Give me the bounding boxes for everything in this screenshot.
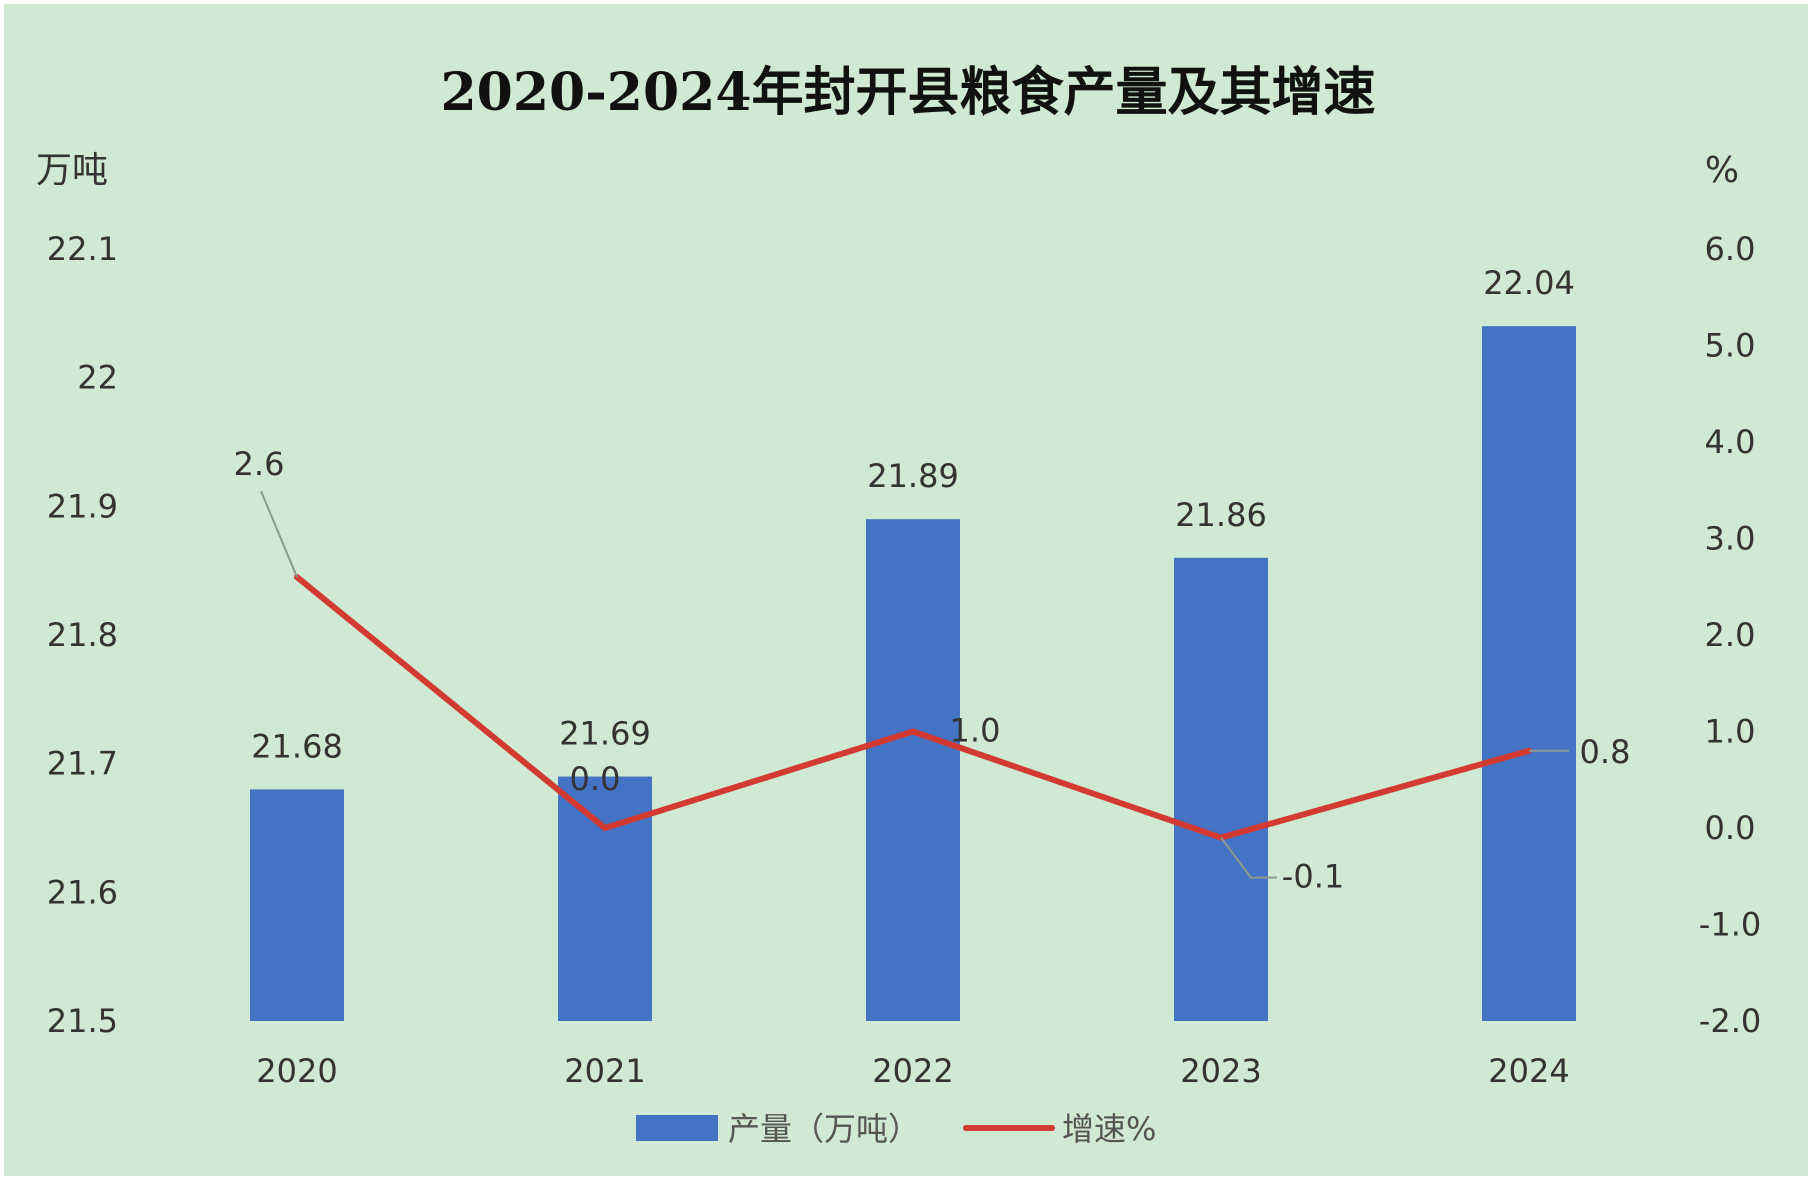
legend-line-label: 增速% bbox=[1062, 1110, 1156, 1148]
line-point bbox=[910, 728, 916, 735]
left-tick-label: 21.9 bbox=[47, 487, 118, 525]
left-tick-label: 21.5 bbox=[47, 1002, 118, 1040]
left-axis-unit: 万吨 bbox=[36, 150, 108, 191]
line-data-labels: 2.6 0.0 1.0 -0.1 0.8 bbox=[234, 445, 1631, 896]
left-tick-label: 22.1 bbox=[47, 230, 118, 268]
x-category-label: 2024 bbox=[1488, 1052, 1569, 1090]
bar-series bbox=[250, 326, 1576, 1021]
x-category-label: 2022 bbox=[872, 1052, 953, 1090]
bar bbox=[1482, 326, 1576, 1021]
data-label-leader-line bbox=[1220, 837, 1277, 879]
left-tick-label: 21.6 bbox=[47, 873, 118, 911]
x-category-label: 2021 bbox=[564, 1052, 645, 1090]
chart-title: 2020-2024年封开县粮食产量及其增速 bbox=[440, 62, 1375, 123]
right-tick-label: 1.0 bbox=[1705, 713, 1756, 751]
right-tick-label: 6.0 bbox=[1705, 230, 1756, 268]
left-tick-label: 22 bbox=[77, 359, 118, 397]
line-data-label: 0.0 bbox=[570, 760, 621, 798]
right-tick-label: -1.0 bbox=[1699, 906, 1761, 944]
right-tick-label: 4.0 bbox=[1705, 423, 1756, 461]
bar bbox=[1174, 557, 1268, 1021]
legend-bar-swatch bbox=[636, 1115, 718, 1141]
line-data-label: 0.8 bbox=[1580, 733, 1631, 771]
bar bbox=[558, 776, 652, 1021]
line-data-label: 2.6 bbox=[234, 445, 285, 483]
bar bbox=[250, 789, 344, 1021]
data-label-leader-line bbox=[260, 490, 298, 578]
x-axis-categories: 2020 2021 2022 2023 2024 bbox=[256, 1052, 1569, 1090]
bar-data-label: 21.68 bbox=[251, 727, 343, 765]
right-axis-unit: % bbox=[1705, 150, 1739, 191]
bar-data-label: 21.69 bbox=[559, 715, 651, 753]
legend-bar-label: 产量（万吨） bbox=[728, 1110, 920, 1148]
right-tick-label: 3.0 bbox=[1705, 520, 1756, 558]
legend: 产量（万吨） 增速% bbox=[636, 1110, 1156, 1148]
right-tick-label: 2.0 bbox=[1705, 616, 1756, 654]
bar-data-label: 21.89 bbox=[867, 457, 959, 495]
line-point bbox=[602, 825, 608, 831]
bar-data-labels: 21.68 21.69 21.89 21.86 22.04 bbox=[251, 264, 1575, 765]
x-category-label: 2020 bbox=[256, 1052, 337, 1090]
line-data-label: -0.1 bbox=[1282, 858, 1344, 896]
left-axis-ticks: 21.5 21.6 21.7 21.8 21.9 22 22.1 bbox=[47, 230, 118, 1040]
right-tick-label: 0.0 bbox=[1705, 809, 1756, 847]
bar bbox=[866, 519, 960, 1021]
x-category-label: 2023 bbox=[1180, 1052, 1261, 1090]
line-data-label: 1.0 bbox=[950, 712, 1001, 750]
right-axis-ticks: -2.0 -1.0 0.0 1.0 2.0 3.0 4.0 5.0 6.0 bbox=[1699, 230, 1761, 1040]
right-tick-label: -2.0 bbox=[1699, 1002, 1761, 1040]
bar-data-label: 22.04 bbox=[1483, 264, 1575, 302]
left-tick-label: 21.7 bbox=[47, 745, 118, 783]
left-tick-label: 21.8 bbox=[47, 616, 118, 654]
bar-data-label: 21.86 bbox=[1175, 496, 1267, 534]
right-tick-label: 5.0 bbox=[1705, 327, 1756, 365]
